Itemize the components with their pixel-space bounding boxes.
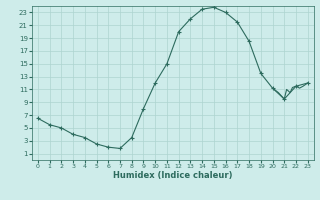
X-axis label: Humidex (Indice chaleur): Humidex (Indice chaleur) bbox=[113, 171, 233, 180]
